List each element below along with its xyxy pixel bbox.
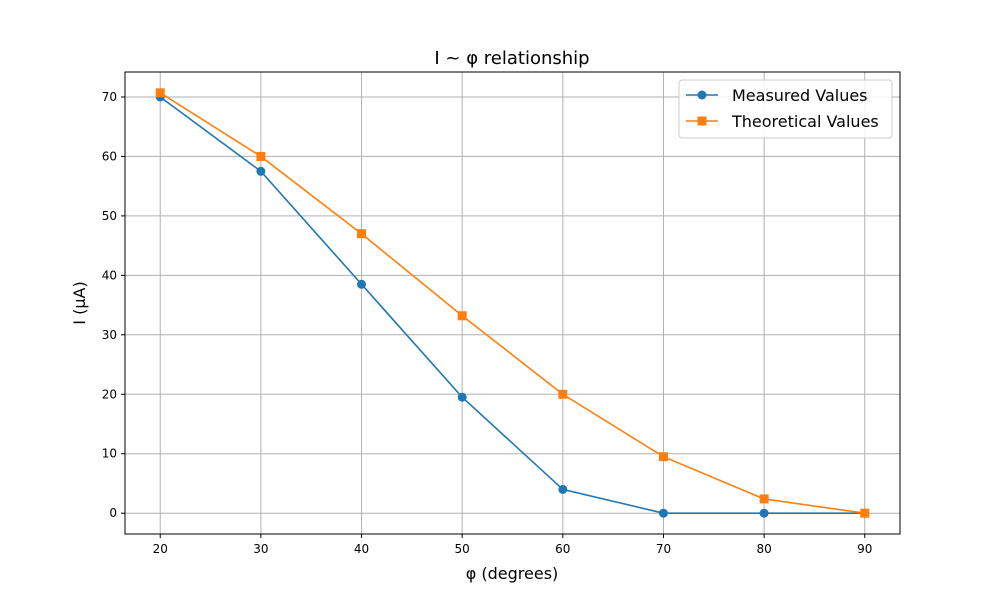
legend-marker-measured xyxy=(697,90,707,100)
legend-label-measured: Measured Values xyxy=(732,86,868,105)
x-tick-label: 80 xyxy=(756,542,771,556)
data-point-measured xyxy=(457,392,467,402)
y-tick-label: 20 xyxy=(102,387,117,401)
data-point-theoretical xyxy=(860,508,870,518)
y-tick-label: 70 xyxy=(102,90,117,104)
x-tick-label: 40 xyxy=(354,542,369,556)
x-ticks: 20 30 40 50 60 70 80 90 xyxy=(153,534,872,556)
y-tick-label: 50 xyxy=(102,209,117,223)
y-tick-label: 40 xyxy=(102,268,117,282)
x-axis-label: φ (degrees) xyxy=(466,564,559,583)
data-point-theoretical xyxy=(759,494,769,504)
data-point-theoretical xyxy=(658,452,668,462)
x-tick-label: 20 xyxy=(153,542,168,556)
data-point-theoretical xyxy=(558,389,568,399)
legend-label-theoretical: Theoretical Values xyxy=(731,112,879,131)
data-point-measured xyxy=(759,508,769,518)
x-tick-label: 30 xyxy=(253,542,268,556)
data-point-measured xyxy=(558,484,568,494)
y-tick-label: 10 xyxy=(102,447,117,461)
grid xyxy=(125,72,900,534)
data-point-theoretical xyxy=(256,151,266,161)
x-tick-label: 70 xyxy=(656,542,671,556)
data-point-measured xyxy=(256,166,266,176)
plot-frame xyxy=(124,71,901,535)
series-layer xyxy=(155,88,870,518)
y-tick-label: 60 xyxy=(102,149,117,163)
x-tick-label: 90 xyxy=(857,542,872,556)
data-point-measured xyxy=(658,508,668,518)
series-line-0 xyxy=(159,96,865,514)
data-point-theoretical xyxy=(357,229,367,239)
legend-marker-theoretical xyxy=(697,116,707,126)
data-point-theoretical xyxy=(457,311,467,321)
data-point-measured xyxy=(357,279,367,289)
legend: Measured Values Theoretical Values xyxy=(678,79,893,139)
chart-title: I ~ φ relationship xyxy=(434,48,589,69)
series-line-1 xyxy=(159,92,865,514)
y-tick-label: 30 xyxy=(102,328,117,342)
y-tick-label: 0 xyxy=(109,506,117,520)
x-tick-label: 60 xyxy=(555,542,570,556)
legend-box xyxy=(678,79,893,139)
y-axis-label: I (μA) xyxy=(70,281,89,324)
y-ticks: 0 10 20 30 40 50 60 70 xyxy=(102,90,125,520)
data-point-theoretical xyxy=(155,88,165,98)
x-tick-label: 50 xyxy=(455,542,470,556)
